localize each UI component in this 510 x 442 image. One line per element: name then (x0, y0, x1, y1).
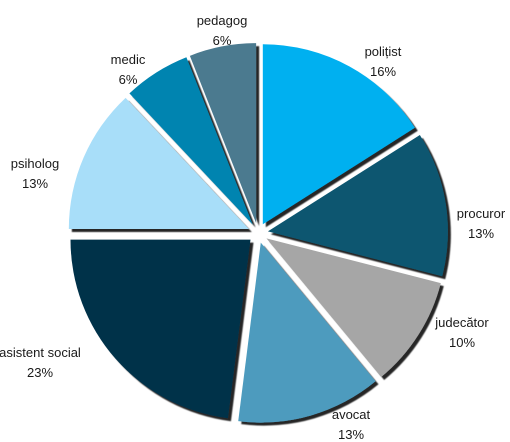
slice-category-label: judecător (434, 315, 489, 330)
pie-slice-6 (68, 97, 249, 230)
pie-slice-3 (266, 238, 441, 378)
slice-label-3: judecător 10% (434, 315, 489, 350)
slice-value-label: 6% (213, 33, 232, 48)
slice-label-7: medic 6% (111, 52, 146, 87)
slice-category-label: medic (111, 52, 146, 67)
pie-slice-4 (238, 242, 376, 423)
slice-label-2: procuror 13% (457, 206, 506, 241)
pie-slice-5 (70, 239, 251, 419)
slice-value-label: 16% (370, 64, 396, 79)
slice-value-label: 6% (119, 72, 138, 87)
pie-slice-2 (267, 134, 448, 277)
pie-slice-7 (129, 57, 253, 225)
slice-value-label: 13% (468, 226, 494, 241)
slice-category-label: asistent social (0, 345, 81, 360)
slice-category-label: avocat (332, 407, 371, 422)
slice-category-label: psiholog (11, 156, 59, 171)
slice-category-label: pedagog (197, 13, 248, 28)
slice-value-label: 23% (27, 365, 53, 380)
pie-labels: polițist 16% procuror 13% judecător 10% avocat… (0, 13, 506, 442)
pie-slices (68, 43, 448, 423)
slice-label-4: avocat 13% (332, 407, 371, 442)
slice-value-label: 13% (338, 427, 364, 442)
slice-label-5: asistent social 23% (0, 345, 81, 380)
pie-slice-1 (262, 44, 415, 225)
slice-label-8: pedagog 6% (197, 13, 248, 48)
slice-label-1: polițist 16% (365, 44, 402, 79)
slice-category-label: polițist (365, 44, 402, 59)
slice-label-6: psiholog 13% (11, 156, 59, 191)
slice-category-label: procuror (457, 206, 506, 221)
slice-value-label: 10% (449, 335, 475, 350)
pie-slice-8 (189, 43, 257, 224)
slice-value-label: 13% (22, 176, 48, 191)
